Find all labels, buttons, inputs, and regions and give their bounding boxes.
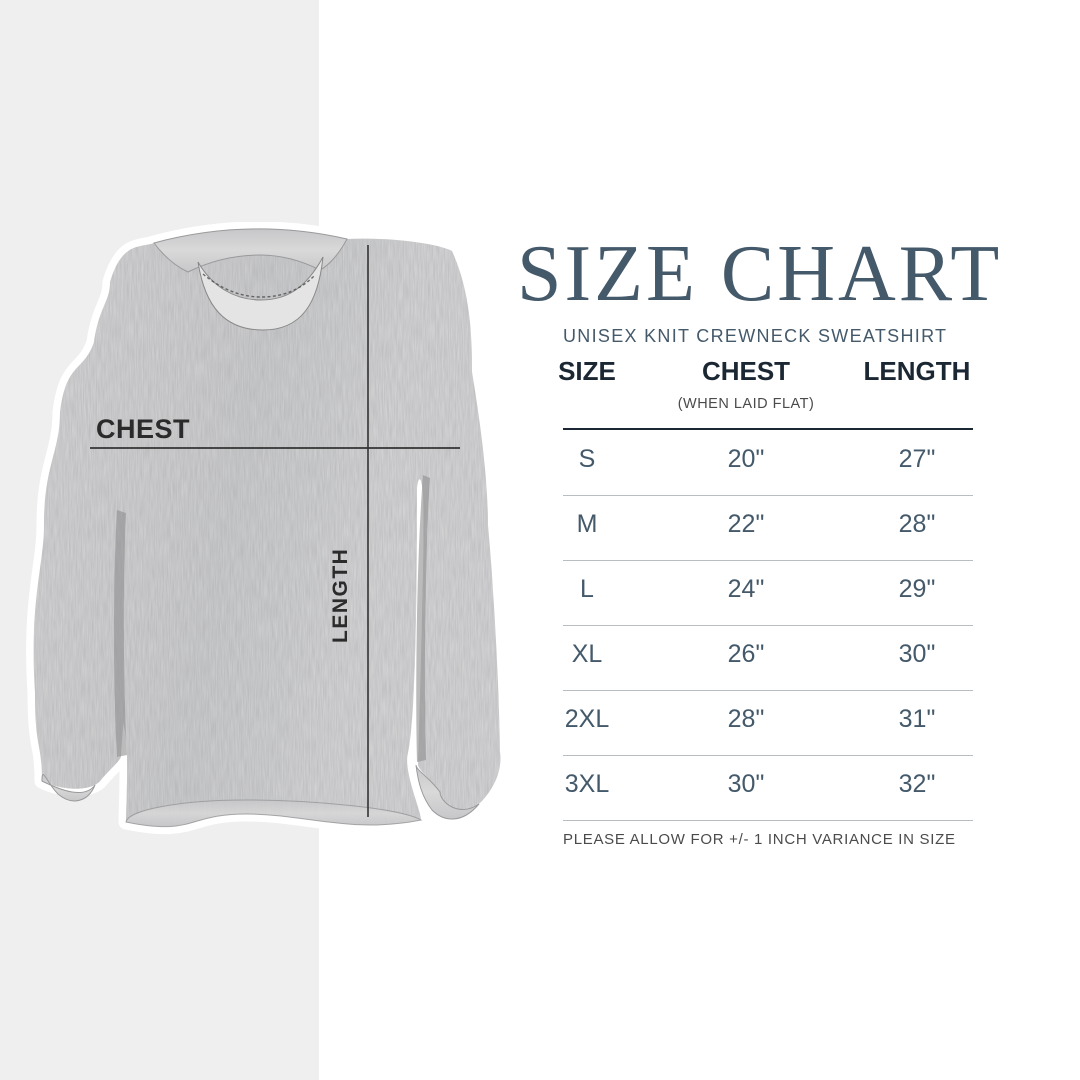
svg-text:LENGTH: LENGTH bbox=[329, 548, 352, 643]
svg-text:CHEST: CHEST bbox=[96, 414, 190, 444]
